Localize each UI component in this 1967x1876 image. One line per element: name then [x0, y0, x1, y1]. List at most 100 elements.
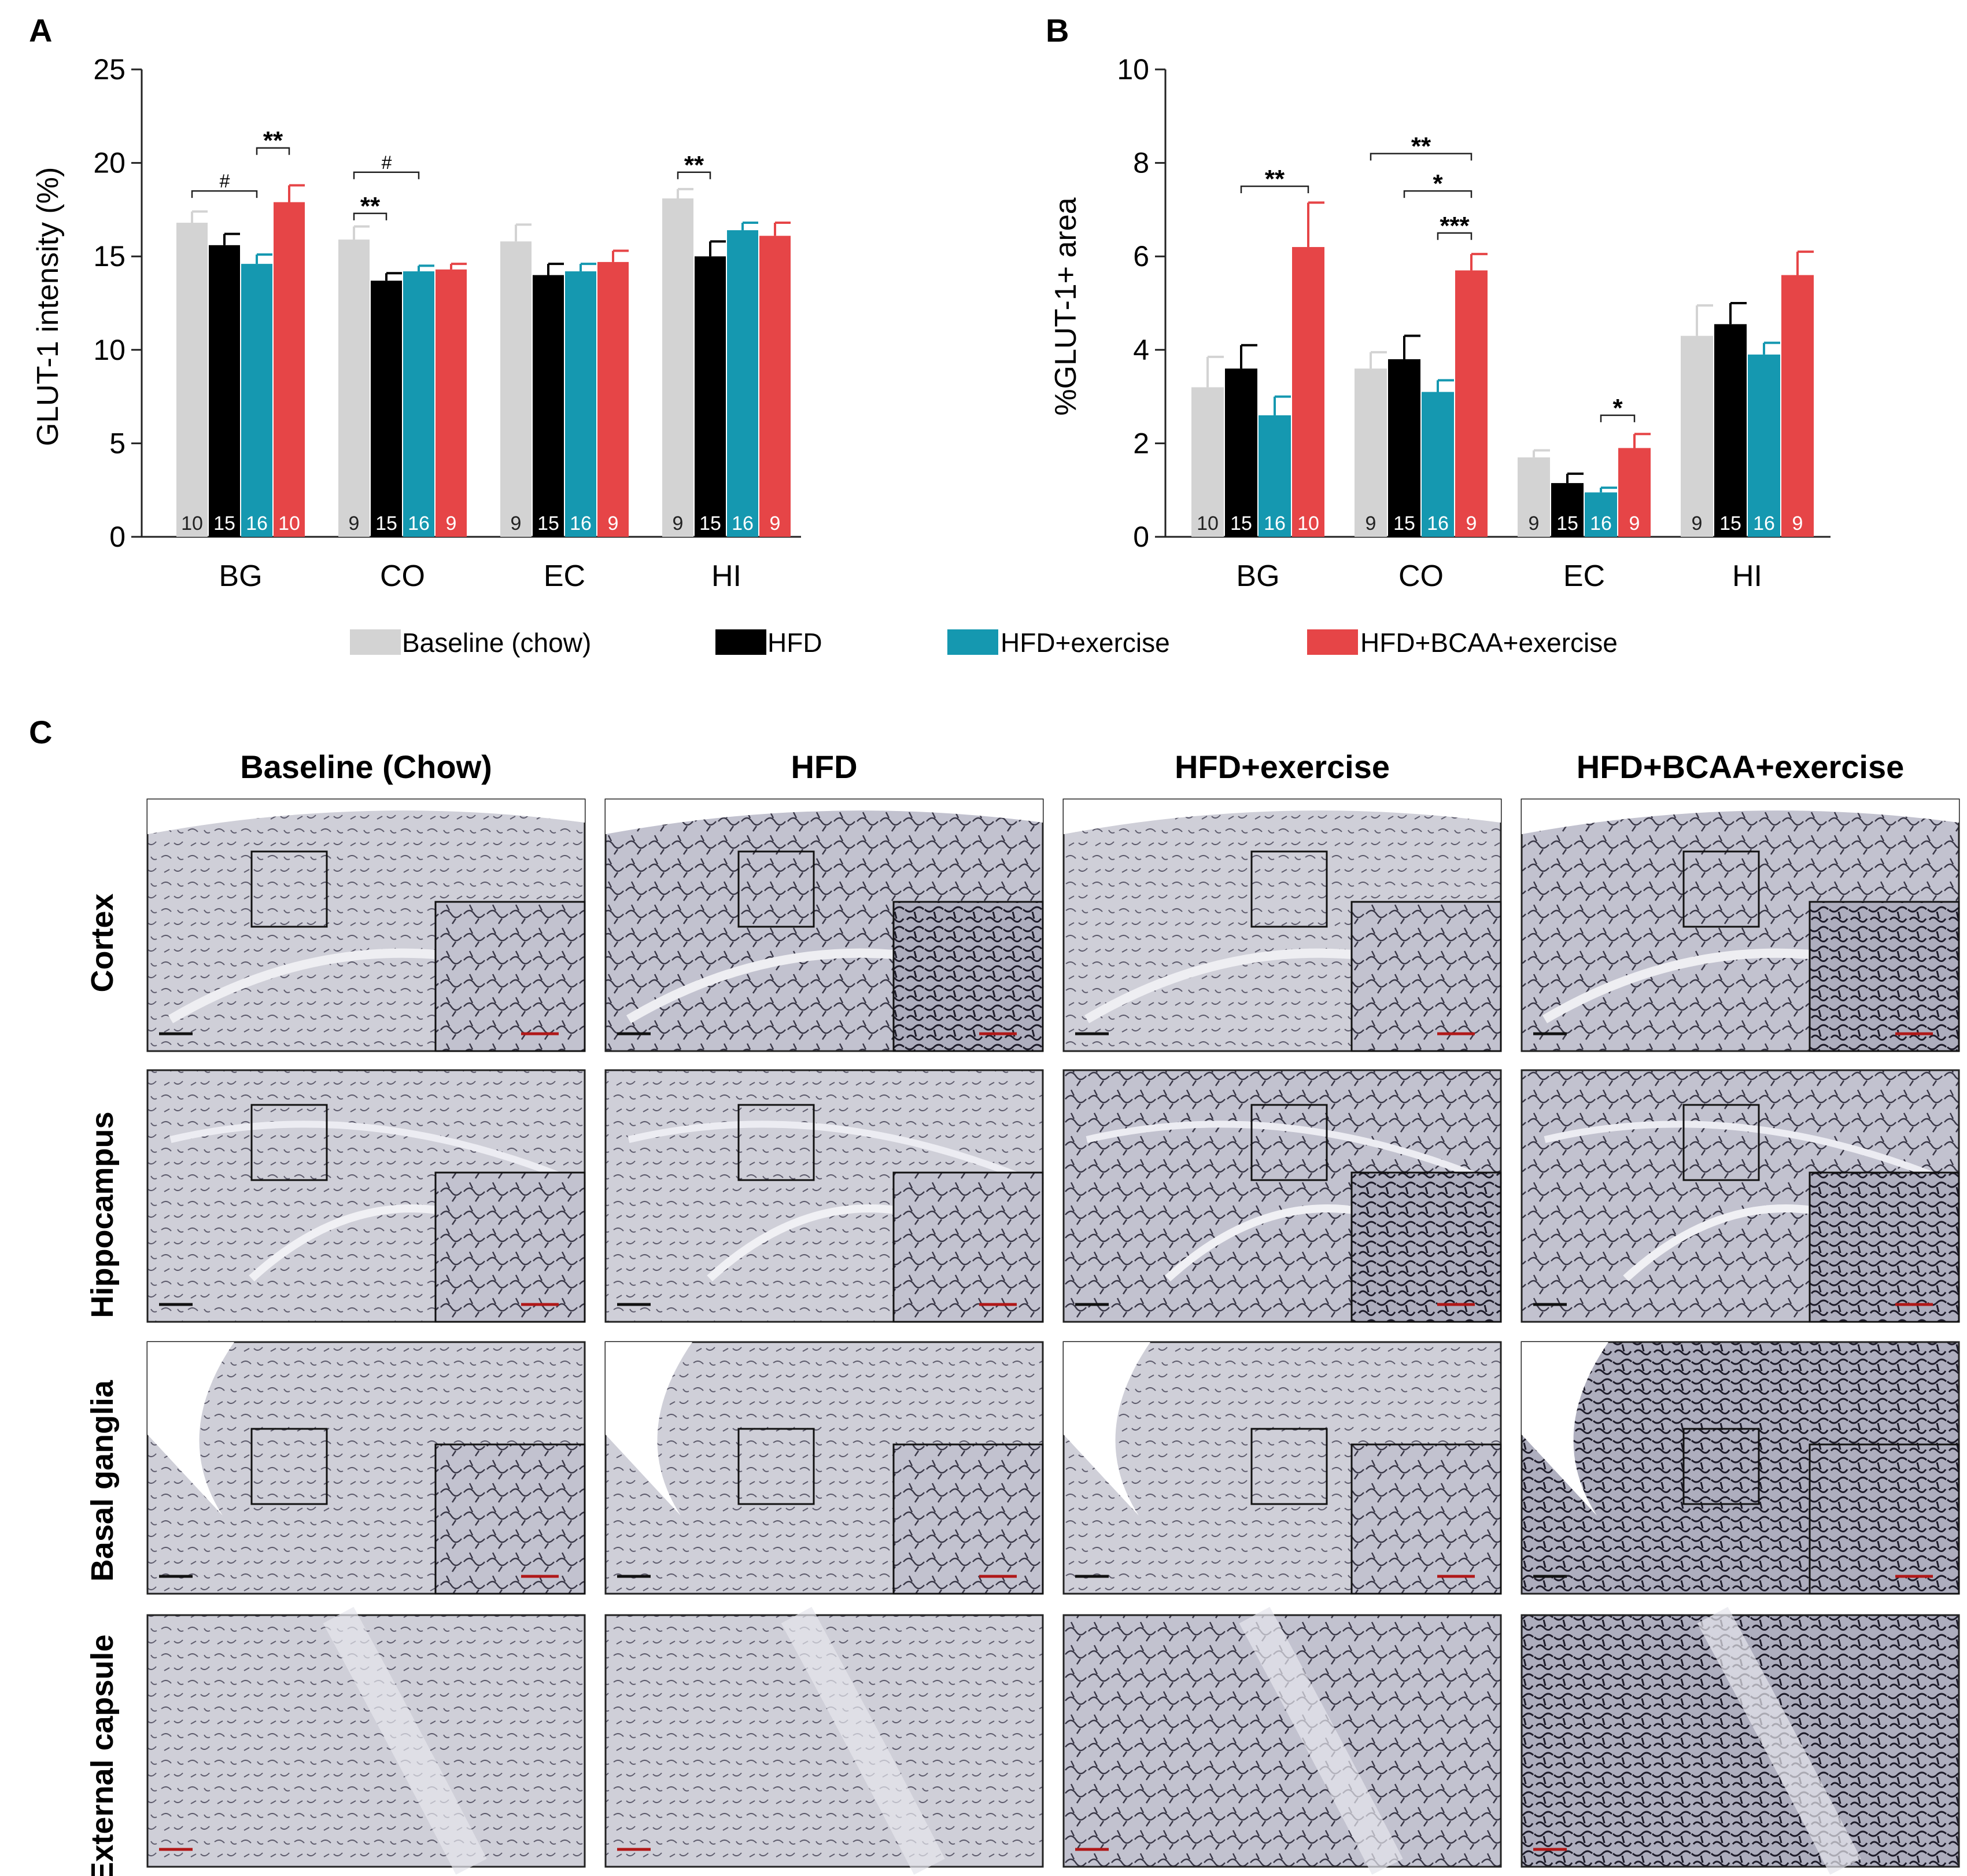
chart-a: GLUT-1 intensity (%) 0 5 10 15 20 25 BG 10 15 16… [31, 53, 801, 593]
micrograph-white-matter [323, 1606, 487, 1875]
chart-a-y-ticks: 0 5 10 15 20 25 [93, 53, 142, 553]
chart-a-n-label: 15 [375, 513, 397, 535]
inset-image [1350, 901, 1502, 1052]
chart-a-n-label: 10 [181, 513, 203, 535]
region-of-interest-box [1682, 850, 1760, 928]
chart-a-bar [241, 264, 272, 537]
panel-c-row-titles: Cortex Hippocampus Basal ganglia Externa… [85, 893, 120, 1876]
chart-a-n-label: 16 [246, 513, 268, 535]
micrograph-ventricle [1064, 1342, 1150, 1516]
chart-a-n-label: 15 [699, 513, 721, 535]
chart-b-y-tick-label: 2 [1133, 427, 1149, 459]
micrograph-background [147, 799, 585, 834]
chart-b-n-label: 15 [1230, 513, 1252, 535]
micrograph-external-capsule [604, 1606, 1044, 1875]
micrograph-external-capsule [1521, 1606, 1960, 1875]
region-of-interest-box [1250, 1428, 1328, 1505]
chart-b-n-label: 10 [1297, 513, 1319, 535]
panel-c-column-titles: Baseline (Chow) HFD HFD+exercise HFD+BCA… [240, 749, 1904, 785]
chart-a-bar [759, 235, 791, 537]
chart-b: %GLUT-1+ area 0 2 4 6 8 10 BG 10 15 16 10 CO 9 15 16 9… [1049, 53, 1831, 593]
chart-b-n-label: 16 [1264, 513, 1286, 535]
legend-label-hfd-bcaa-exercise: HFD+BCAA+exercise [1360, 628, 1618, 658]
micrograph-ventricle [147, 1342, 234, 1516]
micrograph-basal-ganglia [146, 1341, 586, 1595]
chart-b-significance-label: * [1612, 394, 1623, 422]
region-of-interest-box [1250, 1104, 1328, 1181]
chart-b-bar [1518, 457, 1550, 537]
micrograph-cell-layer [169, 1121, 586, 1189]
chart-b-bar [1292, 247, 1324, 537]
inset-image [892, 1443, 1044, 1595]
chart-a-n-label: 9 [608, 513, 619, 535]
chart-b-bar [1422, 392, 1454, 537]
chart-a-bar [274, 202, 305, 537]
chart-b-significance-label: ** [1265, 165, 1285, 193]
chart-a-y-tick-label: 25 [93, 53, 126, 86]
chart-a-n-label: 9 [446, 513, 457, 535]
inset-image [892, 901, 1044, 1052]
chart-b-y-tick-label: 0 [1133, 521, 1149, 553]
chart-a-n-label: 9 [770, 513, 781, 535]
chart-a-significance-label: # [381, 152, 392, 173]
region-of-interest-box [737, 850, 815, 928]
chart-b-n-label: 15 [1393, 513, 1415, 535]
chart-b-bar [1551, 483, 1584, 537]
chart-b-bar [1191, 387, 1224, 537]
chart-a-n-label: 16 [732, 513, 754, 535]
micrograph-white-matter [781, 1606, 945, 1875]
micrograph-background [1064, 799, 1501, 834]
chart-a-significance-bracket [191, 190, 258, 198]
chart-b-n-label: 9 [1466, 513, 1477, 535]
chart-b-significance-bracket [1403, 190, 1473, 198]
chart-a-significance-bracket [353, 171, 420, 179]
chart-a-significance-bracket [353, 212, 388, 220]
micrograph-white-matter [1239, 1606, 1403, 1875]
chart-a-x-tick-label: EC [544, 559, 585, 593]
legend-label-hfd-exercise: HFD+exercise [1001, 628, 1170, 658]
region-of-interest-box [1682, 1104, 1760, 1181]
region-of-interest-box [250, 850, 328, 928]
micrograph-basal-ganglia [604, 1341, 1044, 1595]
chart-a-n-label: 15 [537, 513, 559, 535]
chart-b-x-tick-label: HI [1732, 559, 1762, 593]
chart-b-bar [1781, 275, 1814, 537]
chart-a-bar [597, 261, 629, 537]
chart-a-y-title: GLUT-1 intensity (%) [31, 167, 65, 447]
chart-a-significance-bracket [256, 147, 290, 155]
chart-b-significance-label: *** [1440, 212, 1470, 240]
column-title-baseline: Baseline (Chow) [240, 749, 492, 785]
legend-swatch-hfd [715, 629, 766, 655]
micrograph-cortex [604, 798, 1045, 1052]
chart-b-n-label: 10 [1197, 513, 1219, 535]
chart-b-bar [1714, 324, 1747, 537]
chart-a-bar [176, 223, 208, 537]
chart-a-x-tick-label: BG [219, 559, 262, 593]
chart-a-bar [500, 241, 532, 537]
chart-b-n-label: 9 [1792, 513, 1803, 535]
row-title-basal-ganglia: Basal ganglia [85, 1380, 120, 1582]
chart-b-significance-label: ** [1411, 132, 1431, 160]
micrograph-cortex [146, 798, 586, 1052]
chart-b-bar [1681, 336, 1713, 537]
inset-image [1809, 901, 1960, 1052]
chart-a-n-label: 16 [570, 513, 592, 535]
chart-b-bar [1618, 448, 1651, 537]
chart-a-y-tick-label: 20 [93, 147, 126, 179]
chart-a-x-tick-label: HI [711, 559, 741, 593]
micrograph-ventricle [606, 1342, 692, 1516]
chart-b-n-label: 9 [1529, 513, 1540, 535]
chart-b-significance-bracket [1600, 414, 1636, 422]
inset-image [1350, 1171, 1502, 1323]
panel-letter-a: A [29, 12, 52, 49]
chart-b-n-label: 15 [1556, 513, 1578, 535]
column-title-hfd-bcaa-exercise: HFD+BCAA+exercise [1577, 749, 1904, 785]
micrograph-background [1522, 799, 1959, 834]
inset-image [434, 901, 586, 1052]
chart-b-bar [1455, 270, 1488, 537]
chart-b-x-tick-label: EC [1563, 559, 1605, 593]
row-title-hippocampus: Hippocampus [85, 1111, 120, 1318]
inset-image [434, 1443, 586, 1595]
